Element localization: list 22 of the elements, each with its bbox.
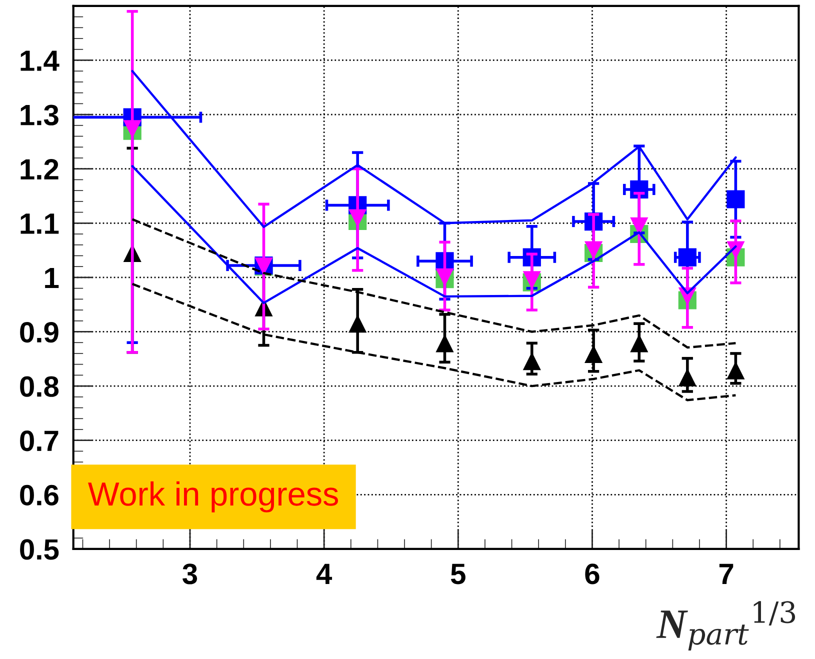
x-tick-label: 7 bbox=[719, 564, 734, 584]
y-tick-label: 1.4 bbox=[20, 50, 60, 71]
x-tick-label: 5 bbox=[450, 564, 466, 584]
x-tick-label: 4 bbox=[316, 564, 332, 584]
y-tick-label: 0.9 bbox=[20, 322, 58, 343]
y-tick-label: 0.6 bbox=[20, 484, 58, 506]
point bbox=[348, 314, 367, 333]
x-tick-label: 6 bbox=[585, 564, 600, 584]
y-tick-label: 1 bbox=[45, 268, 59, 288]
x-tick-label: 3 bbox=[182, 564, 198, 584]
point bbox=[584, 241, 603, 260]
y-tick-label: 0.7 bbox=[20, 430, 58, 452]
point bbox=[726, 190, 745, 208]
x-axis-title: N$_{part}$$^{1/3}$ bbox=[656, 601, 796, 650]
annotation: Work in progress bbox=[88, 481, 338, 512]
point bbox=[522, 352, 541, 370]
y-tick-label: 1.1 bbox=[20, 214, 59, 234]
y-tick-label: 0.5 bbox=[20, 539, 59, 560]
y-tick-label: 0.8 bbox=[20, 376, 59, 397]
y-tick-label: 1.2 bbox=[20, 159, 58, 180]
point bbox=[678, 248, 696, 266]
y-tick-label: 1.3 bbox=[20, 104, 58, 126]
